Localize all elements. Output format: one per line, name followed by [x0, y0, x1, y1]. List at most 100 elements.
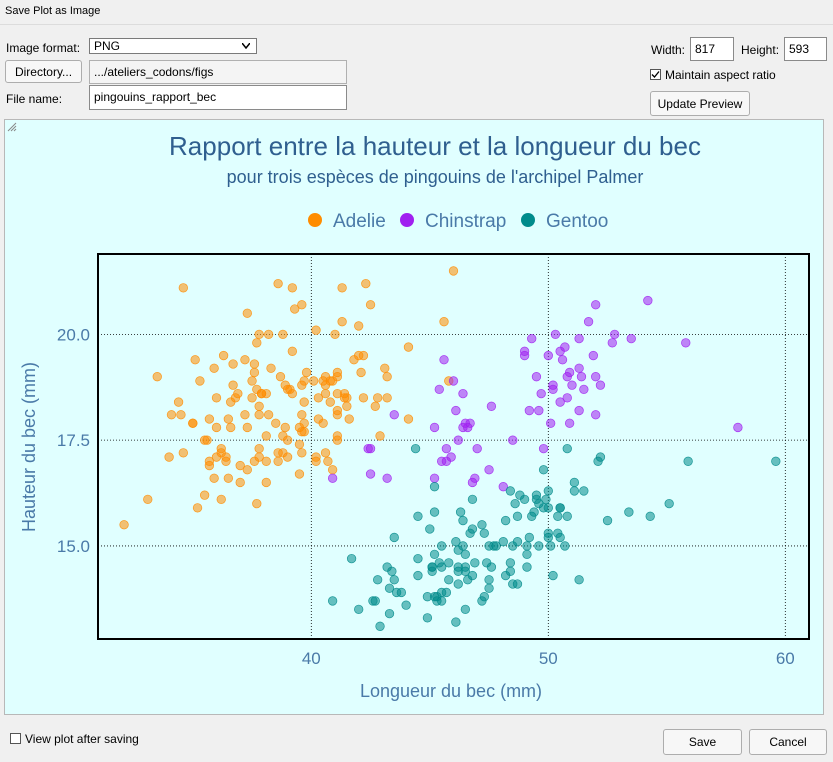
point-gentoo: [467, 570, 478, 581]
point-adelie: [294, 439, 305, 450]
point-gentoo: [458, 541, 468, 551]
y-axis-label: Hauteur du bec (mm): [19, 362, 39, 532]
point-gentoo: [498, 537, 508, 547]
point-gentoo: [538, 503, 549, 513]
point-adelie: [166, 410, 177, 420]
chart-title: Rapport entre la hauteur et la longueur …: [169, 131, 701, 161]
point-gentoo: [522, 562, 532, 572]
width-input[interactable]: 817: [690, 37, 734, 61]
maintain-aspect-checkbox[interactable]: [650, 69, 661, 80]
point-gentoo: [425, 524, 435, 534]
chart-subtitle: pour trois espèces de pingouins de l'arc…: [227, 167, 644, 187]
point-gentoo: [477, 520, 487, 530]
maintain-aspect-label: Maintain aspect ratio: [665, 68, 776, 82]
point-adelie: [370, 401, 380, 411]
point-gentoo: [562, 443, 572, 454]
point-adelie: [365, 300, 376, 310]
point-chinstrap: [583, 317, 594, 327]
point-adelie: [332, 367, 343, 378]
point-gentoo: [370, 596, 380, 606]
point-adelie: [190, 355, 200, 365]
point-gentoo: [460, 604, 471, 615]
point-adelie: [211, 452, 222, 462]
point-gentoo: [479, 528, 489, 538]
point-gentoo: [437, 541, 447, 551]
image-format-select[interactable]: PNG: [89, 38, 257, 54]
directory-button[interactable]: Directory...: [5, 60, 82, 83]
height-input[interactable]: 593: [784, 37, 827, 61]
point-gentoo: [771, 456, 781, 466]
point-adelie: [242, 308, 252, 318]
point-chinstrap: [429, 422, 440, 433]
point-adelie: [195, 376, 205, 386]
point-adelie: [380, 363, 390, 373]
point-gentoo: [562, 511, 572, 521]
view-after-saving-checkbox[interactable]: [10, 733, 21, 744]
point-adelie: [254, 410, 264, 420]
point-adelie: [178, 283, 188, 293]
point-gentoo: [484, 583, 494, 593]
point-gentoo: [543, 486, 553, 496]
point-chinstrap: [591, 372, 601, 382]
checkmark-icon: [651, 71, 660, 78]
point-gentoo: [569, 477, 580, 488]
point-adelie: [332, 435, 343, 445]
point-chinstrap: [486, 401, 497, 411]
point-chinstrap: [595, 380, 606, 390]
point-adelie: [337, 317, 347, 327]
point-adelie: [249, 359, 260, 369]
point-gentoo: [429, 482, 440, 492]
resize-grip-icon[interactable]: [5, 120, 17, 132]
point-adelie: [209, 363, 219, 373]
point-gentoo: [460, 549, 471, 560]
point-adelie: [261, 456, 271, 466]
point-adelie: [249, 456, 260, 466]
legend-label-adelie: Adelie: [333, 211, 386, 232]
point-adelie: [228, 359, 238, 369]
point-adelie: [247, 376, 257, 386]
image-format-label: Image format:: [6, 41, 81, 55]
point-gentoo: [595, 452, 606, 462]
point-adelie: [211, 422, 222, 433]
point-adelie: [204, 456, 215, 466]
plot-preview: 40 50 60 15.0 17.5 20.0 Rapport entre la haut…: [4, 119, 824, 715]
point-adelie: [261, 477, 271, 488]
point-gentoo: [375, 621, 385, 631]
point-gentoo: [508, 541, 518, 551]
point-chinstrap: [484, 465, 494, 475]
save-button[interactable]: Save: [663, 729, 742, 755]
point-chinstrap: [560, 342, 570, 352]
point-gentoo: [505, 566, 516, 576]
point-gentoo: [484, 575, 494, 585]
update-preview-button[interactable]: Update Preview: [650, 91, 750, 116]
cancel-button[interactable]: Cancel: [749, 729, 827, 755]
point-gentoo: [602, 515, 613, 526]
point-gentoo: [546, 541, 556, 551]
point-adelie: [287, 346, 297, 356]
point-gentoo: [327, 596, 338, 606]
point-adelie: [204, 414, 215, 424]
point-chinstrap: [548, 384, 558, 395]
point-gentoo: [522, 549, 532, 560]
point-adelie: [320, 372, 331, 382]
plot-frame: [97, 253, 810, 640]
point-adelie: [297, 448, 307, 458]
point-adelie: [342, 393, 352, 403]
point-adelie: [349, 355, 359, 365]
point-adelie: [280, 422, 290, 433]
point-gentoo: [512, 511, 523, 521]
legend-marker-adelie: [308, 213, 322, 227]
point-adelie: [342, 401, 352, 411]
point-chinstrap: [439, 355, 449, 365]
point-adelie: [228, 380, 238, 390]
legend-label-chinstrap: Chinstrap: [425, 211, 506, 232]
point-gentoo: [427, 566, 437, 576]
file-name-input[interactable]: pingouins_rapport_bec: [89, 85, 347, 110]
directory-path-field: .../ateliers_codons/figs: [89, 60, 347, 84]
point-adelie: [202, 435, 212, 445]
point-adelie: [242, 465, 252, 475]
point-gentoo: [664, 498, 674, 509]
point-adelie: [223, 473, 234, 483]
point-gentoo: [505, 486, 516, 496]
point-adelie: [309, 376, 319, 386]
